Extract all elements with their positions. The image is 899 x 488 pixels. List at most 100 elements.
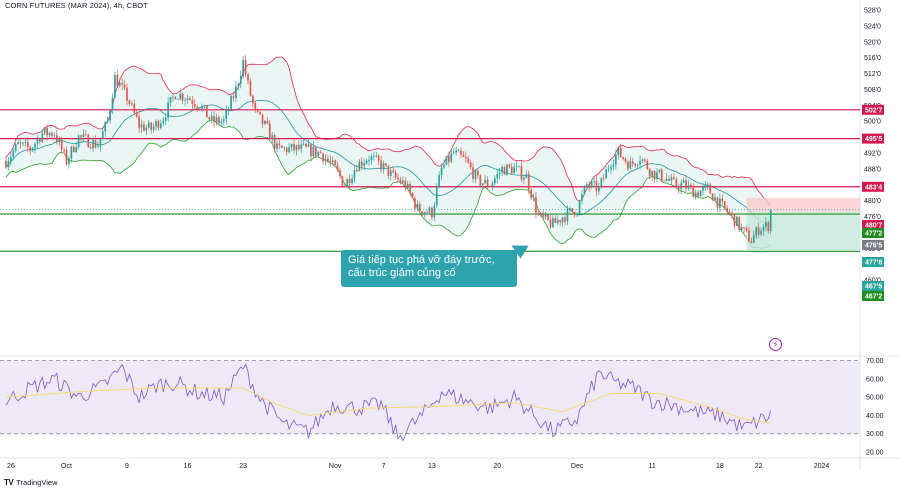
lightning-icon[interactable]: ⚡ — [769, 338, 782, 351]
price-tag — [862, 228, 884, 238]
candle-body — [765, 222, 767, 227]
candle-body — [588, 184, 591, 187]
candle-body — [435, 187, 438, 206]
time-tick-label: Nov — [329, 463, 342, 470]
price-tick-label: 528'0 — [864, 7, 881, 14]
candle-body — [370, 156, 373, 161]
candle-body — [581, 193, 583, 201]
candle-body — [622, 157, 624, 159]
candle-body — [242, 59, 245, 76]
candle-body — [305, 143, 307, 147]
brand-label: TradingView — [16, 478, 58, 487]
time-tick-label: 2024 — [814, 463, 830, 470]
candle-body — [273, 135, 276, 149]
candle-body — [706, 184, 709, 186]
candle-body — [612, 164, 615, 167]
candle-body — [336, 165, 339, 170]
candle-body — [685, 180, 687, 189]
candle-body — [610, 166, 612, 170]
candle-body — [479, 175, 482, 186]
trade-box-target — [746, 211, 860, 251]
price-tag-label: 480'7 — [865, 223, 882, 230]
candle-body — [264, 120, 266, 125]
price-tag — [862, 104, 884, 115]
time-tick-label: 18 — [716, 463, 724, 470]
time-tick-label: 20 — [493, 463, 501, 470]
candle-body — [670, 177, 673, 181]
candle-body — [641, 159, 644, 161]
candle-body — [14, 144, 17, 151]
candle-body — [501, 167, 503, 173]
candle-body — [539, 212, 542, 216]
candle-body — [660, 169, 663, 181]
rsi-tick-label: 40.00 — [866, 413, 884, 420]
candle-body — [358, 161, 361, 172]
candle-body — [193, 103, 196, 107]
price-tick-label: 520'0 — [864, 39, 881, 46]
candle-body — [138, 116, 140, 128]
candle-body — [43, 127, 46, 134]
candle-body — [561, 217, 564, 223]
candle-body — [416, 203, 419, 209]
candle-body — [324, 158, 327, 162]
analysis-callout[interactable]: Giá tiếp tục phá vỡ đáy trước, cấu trúc … — [341, 250, 517, 287]
candle-body — [152, 126, 155, 130]
candle-body — [680, 182, 683, 190]
candle-body — [271, 135, 274, 139]
candle-body — [629, 161, 632, 169]
candle-body — [372, 156, 375, 157]
candle-body — [406, 183, 409, 188]
candle-body — [174, 96, 177, 100]
candle-body — [278, 143, 281, 146]
candle-body — [687, 184, 690, 189]
candle-body — [351, 178, 353, 184]
candle-body — [728, 212, 731, 213]
candle-body — [767, 222, 770, 232]
candle-body — [60, 139, 63, 150]
candle-body — [428, 207, 431, 213]
candle-body — [743, 227, 745, 229]
price-tag — [862, 220, 884, 230]
candle-body — [75, 147, 78, 153]
candle-body — [169, 97, 172, 103]
candle-body — [484, 179, 487, 184]
candle-body — [155, 121, 157, 127]
candle-body — [656, 172, 658, 179]
candle-body — [585, 184, 588, 187]
price-tick-label: 492'0 — [864, 151, 881, 158]
candle-body — [682, 180, 685, 183]
candle-body — [237, 83, 240, 87]
candle-body — [532, 197, 535, 199]
price-tag — [862, 240, 884, 250]
candle-body — [276, 143, 278, 149]
rsi-line — [5, 363, 772, 442]
candle-body — [573, 211, 576, 216]
candle-body — [196, 106, 199, 109]
candle-body — [39, 138, 41, 142]
candle-body — [397, 177, 399, 180]
candle-body — [559, 220, 562, 223]
candle-body — [653, 170, 656, 179]
candle-body — [556, 220, 559, 223]
price-tag — [862, 181, 884, 192]
candle-body — [184, 99, 186, 101]
candle-body — [375, 155, 378, 157]
bollinger-lower-band — [5, 119, 771, 249]
candle-body — [135, 112, 138, 117]
candle-body — [639, 160, 641, 165]
candle-body — [186, 98, 189, 100]
candle-body — [300, 144, 303, 150]
candle-body — [29, 147, 32, 151]
tradingview-brand[interactable]: TV TradingView — [4, 478, 58, 487]
candle-body — [508, 164, 511, 167]
candle-body — [210, 115, 213, 120]
candle-body — [261, 114, 264, 125]
candle-body — [537, 212, 540, 216]
candle-body — [68, 158, 70, 165]
candle-body — [731, 212, 733, 214]
candle-body — [181, 93, 184, 101]
candle-body — [58, 139, 61, 143]
candle-body — [317, 151, 320, 156]
